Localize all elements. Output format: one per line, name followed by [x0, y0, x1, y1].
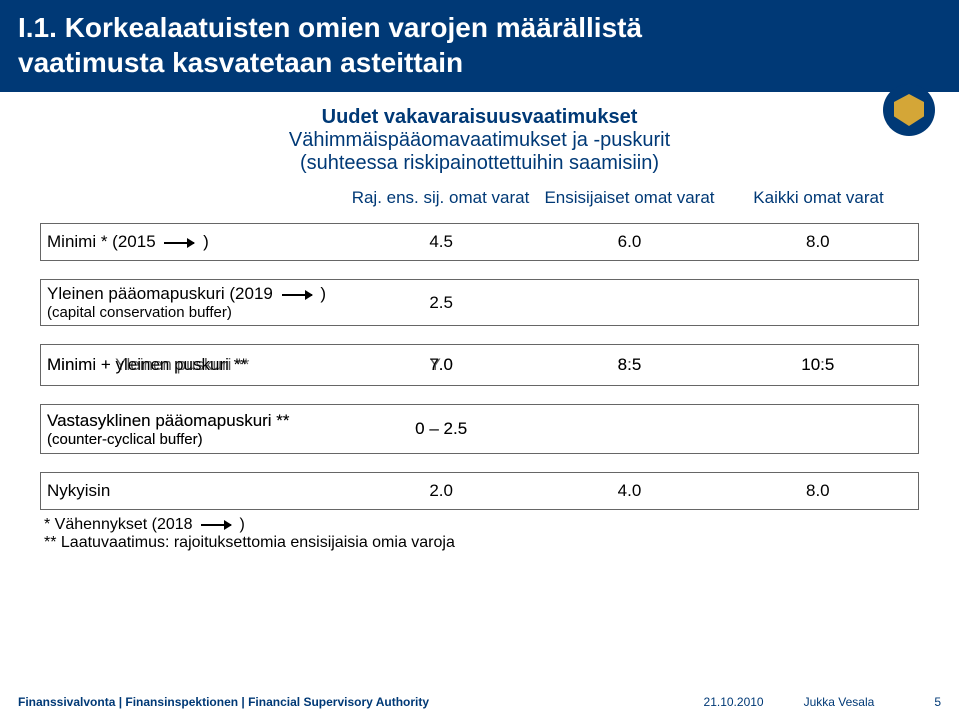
- content-area: Raj. ens. sij. omat varat Ensisijaiset o…: [0, 179, 959, 552]
- slide-header: I.1. Korkealaatuisten omien varojen määr…: [0, 0, 959, 92]
- buffer-label-sub: (capital conservation buffer): [47, 304, 347, 321]
- footer-authority: Finanssivalvonta | Finansinspektionen | …: [18, 695, 664, 709]
- arrow-icon: [201, 524, 231, 526]
- footer-date: 21.10.2010: [704, 695, 764, 709]
- arrow-icon: [164, 242, 194, 244]
- ccb-top-layer: Vastasyklinen pääomapuskuri ** (counter-…: [41, 405, 918, 453]
- footnote-1: * Vähennykset (2018 ): [44, 516, 919, 534]
- ccb-v1: 0 – 2.5: [347, 419, 535, 439]
- slide-title-line1: I.1. Korkealaatuisten omien varojen määr…: [18, 10, 941, 45]
- now-label: Nykyisin: [47, 481, 347, 501]
- now-v2: 4.0: [535, 481, 723, 501]
- footnotes: * Vähennykset (2018 ) ** Laatuvaatimus: …: [40, 516, 919, 552]
- sum-label: Minimi + yleinen puskuri **: [47, 355, 347, 375]
- min-v2: 6.0: [535, 232, 723, 252]
- sum-v2: 8.5: [535, 355, 723, 375]
- slide-title-line2: vaatimusta kasvatetaan asteittain: [18, 45, 941, 80]
- header-col3: Kaikki omat varat: [724, 188, 913, 208]
- min-v3: 8.0: [724, 232, 912, 252]
- ccb-l2: (counter-cyclical buffer): [47, 431, 347, 448]
- header-col1: Raj. ens. sij. omat varat: [346, 188, 535, 208]
- sum-v1: 7.0: [347, 355, 535, 375]
- row-minimum-label: Minimi * (2015 ): [47, 232, 347, 252]
- table-header-row: Raj. ens. sij. omat varat Ensisijaiset o…: [40, 179, 919, 217]
- slide-footer: Finanssivalvonta | Finansinspektionen | …: [18, 695, 941, 709]
- logo-crest: [883, 84, 935, 136]
- ccb-l1: Vastasyklinen pääomapuskuri **: [47, 411, 347, 431]
- row-countercyclical: Vastasyklinen pääomapuskuri ** (counter-…: [40, 404, 919, 454]
- min-label-post: ): [203, 232, 209, 251]
- sum-top-layer: Minimi + yleinen puskuri ** 7.0 8.5 10.5: [41, 345, 918, 385]
- ccb-label: Vastasyklinen pääomapuskuri ** (counter-…: [47, 411, 347, 448]
- subtitle-block: Uudet vakavaraisuusvaatimukset Vähimmäis…: [0, 106, 959, 175]
- row-general-buffer: Yleinen pääomapuskuri (2019 ) (capital c…: [40, 279, 919, 326]
- min-v1: 4.5: [347, 232, 535, 252]
- crest-shield-icon: [894, 94, 924, 126]
- row-current: Nykyisin 2.0 4.0 8.0: [40, 472, 919, 510]
- footer-page-number: 5: [934, 695, 941, 709]
- buffer-label-pre: Yleinen pääomapuskuri (2019: [47, 284, 273, 303]
- row-min-plus-buffer: Minimi + Yleinen puskuri ** Y.0 8:5 10:5…: [40, 344, 919, 386]
- buffer-label-post: ): [320, 284, 326, 303]
- sum-v3: 10.5: [724, 355, 912, 375]
- buffer-v1: 2.5: [347, 293, 535, 313]
- header-col2: Ensisijaiset omat varat: [535, 188, 724, 208]
- subtitle-line3: (suhteessa riskipainottettuihin saamisii…: [0, 152, 959, 175]
- subtitle-line1: Uudet vakavaraisuusvaatimukset: [0, 106, 959, 129]
- fn1-post: ): [239, 516, 244, 533]
- footnote-2: ** Laatuvaatimus: rajoituksettomia ensis…: [44, 534, 919, 552]
- arrow-icon: [282, 294, 312, 296]
- row-minimum: Minimi * (2015 ) 4.5 6.0 8.0: [40, 223, 919, 261]
- footer-speaker: Jukka Vesala: [804, 695, 875, 709]
- fn1-pre: * Vähennykset (2018: [44, 516, 193, 533]
- now-v1: 2.0: [347, 481, 535, 501]
- subtitle-line2: Vähimmäispääomavaatimukset ja -puskurit: [0, 129, 959, 152]
- buffer-label: Yleinen pääomapuskuri (2019 ) (capital c…: [47, 284, 347, 321]
- now-v3: 8.0: [724, 481, 912, 501]
- min-label-pre: Minimi * (2015: [47, 232, 156, 251]
